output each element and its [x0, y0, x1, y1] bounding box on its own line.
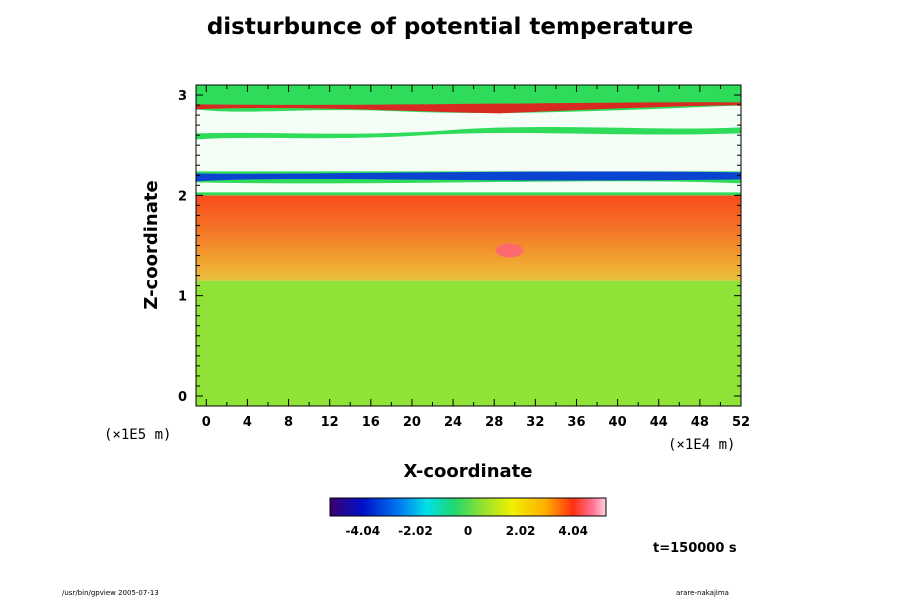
heatmap-region-lower-layer: [196, 280, 741, 406]
x-tick-label: 44: [650, 415, 668, 430]
chart-title: disturbunce of potential temperature: [206, 14, 694, 40]
colorbar-tick-labels: -4.04 -2.02 0 2.02 4.04: [346, 524, 588, 538]
x-tick-label: 32: [526, 415, 544, 430]
heatmap-field: [196, 85, 741, 406]
time-label: t=150000 s: [653, 541, 737, 556]
footer-right-credit: arare-nakajima: [676, 589, 729, 597]
x-tick-label: 36: [567, 415, 585, 430]
colorbar-tick-label: 2.02: [506, 524, 536, 538]
y-tick-label: 2: [178, 189, 187, 204]
x-tick-label: 24: [444, 415, 462, 430]
x-tick-label: 4: [243, 415, 252, 430]
x-tick-label: 12: [321, 415, 339, 430]
x-tick-label: 52: [732, 415, 750, 430]
y-tick-label: 0: [178, 390, 187, 405]
y-tick-label: 3: [178, 89, 187, 104]
colorbar: [329, 497, 607, 517]
heatmap-band-4: [196, 105, 741, 134]
x-unit-label: (×1E4 m): [668, 437, 735, 453]
plot-axes: [195, 84, 742, 407]
colorbar-tick-label: -4.04: [346, 524, 381, 538]
colorbar-tick-label: 4.04: [558, 524, 588, 538]
heatmap-region-middle-layer: [196, 195, 741, 281]
x-tick-label: 0: [202, 415, 211, 430]
heatmap-band-2: [196, 171, 741, 182]
x-tick-label: 20: [403, 415, 421, 430]
heatmap-band-5: [196, 102, 741, 114]
footer-left-credit: /usr/bin/gpview 2005-07-13: [62, 589, 159, 597]
colorbar-tick-label: 0: [464, 524, 472, 538]
heatmap-band-1: [196, 181, 741, 193]
y-tick-label: 1: [178, 290, 187, 305]
y-axis-title: Z-coordinate: [141, 180, 162, 309]
x-tick-labels: 0 4 8 12 16 20 24 28 32 36 40 44 48 52: [202, 415, 750, 430]
colorbar-tick-label: -2.02: [398, 524, 433, 538]
x-axis-title: X-coordinate: [404, 461, 533, 482]
x-tick-label: 40: [609, 415, 627, 430]
heatmap-band-3: [196, 133, 741, 172]
x-tick-label: 28: [485, 415, 503, 430]
x-tick-label: 48: [691, 415, 709, 430]
x-tick-label: 8: [284, 415, 293, 430]
heatmap-hotspot: [495, 243, 524, 258]
y-unit-label: (×1E5 m): [104, 427, 171, 443]
y-tick-labels: 0 1 2 3: [178, 89, 187, 405]
x-tick-label: 16: [362, 415, 380, 430]
